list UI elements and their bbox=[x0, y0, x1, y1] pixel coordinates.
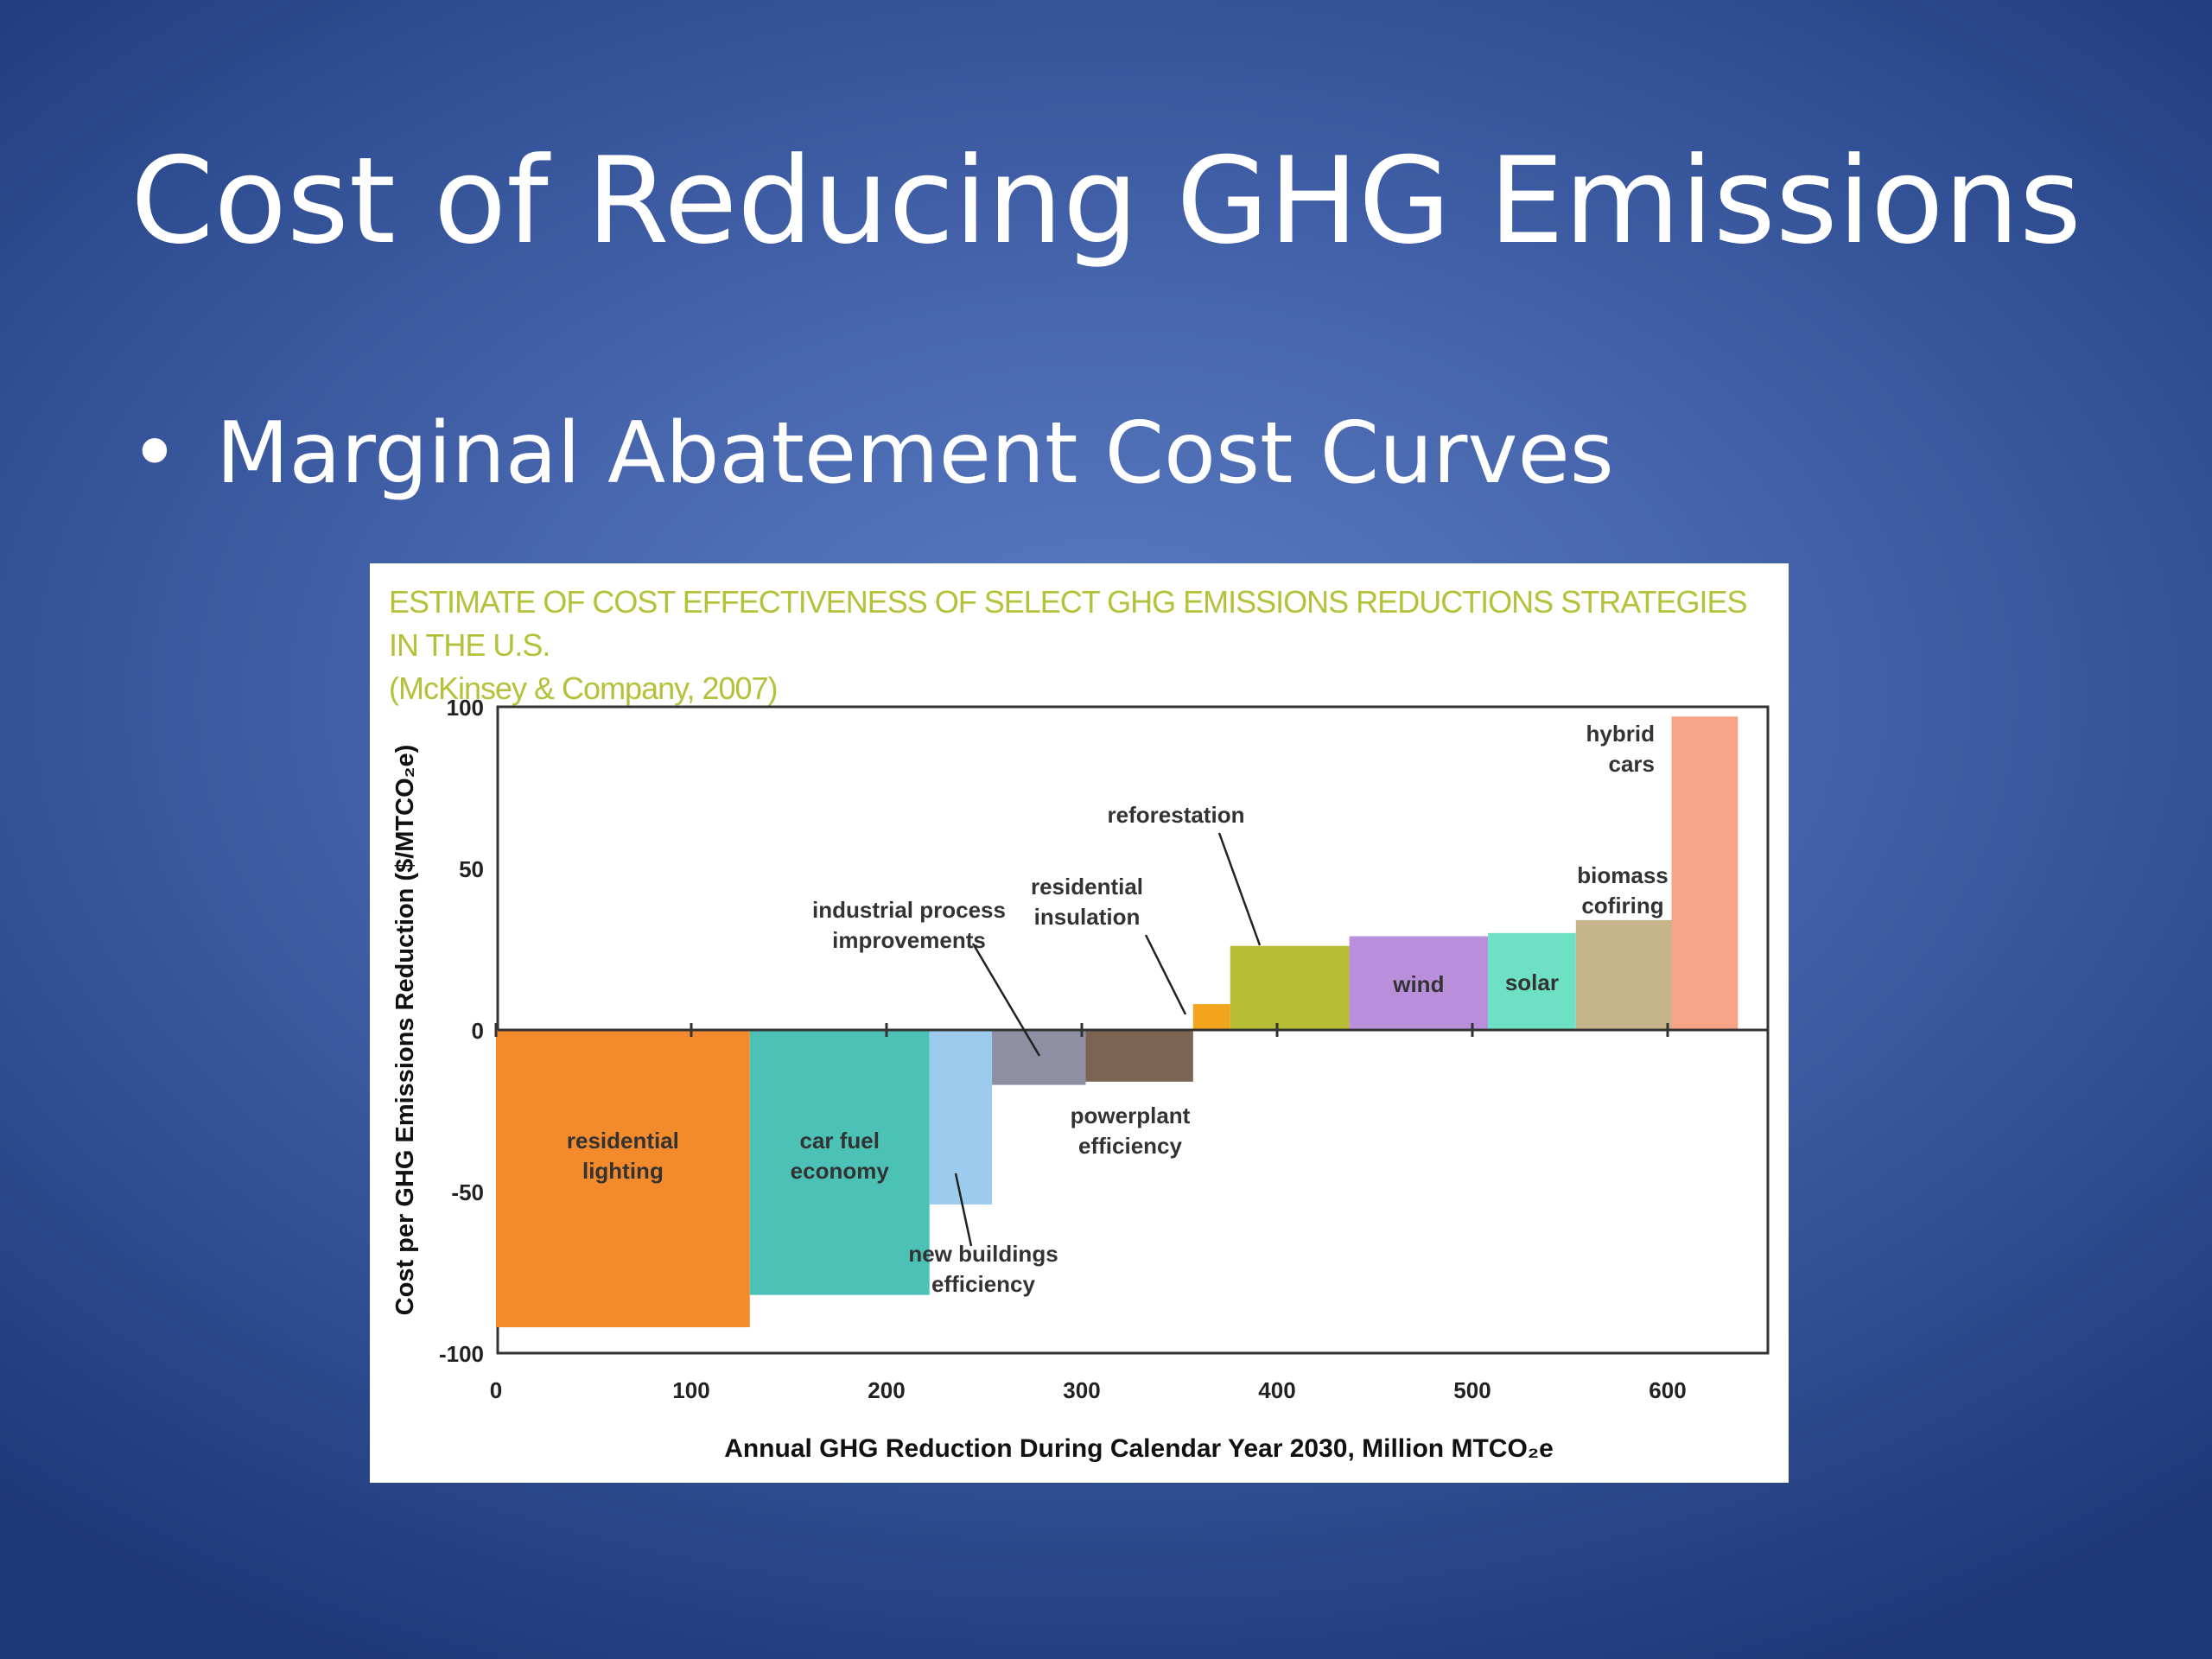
bar-label-wind: wind bbox=[1392, 971, 1444, 997]
bar-label-hybrid-cars: hybrid cars bbox=[1586, 721, 1655, 777]
x-tick-label: 200 bbox=[868, 1377, 905, 1403]
y-tick-label: 0 bbox=[472, 1018, 484, 1044]
mac-curve-chart: residential lighting car fuel economy new bu… bbox=[391, 695, 1770, 1463]
bar-label-new-buildings-efficiency: new buildings efficiency bbox=[908, 1241, 1058, 1297]
bar-residential-lighting bbox=[496, 1030, 750, 1328]
leader-line-residential-insulation bbox=[1144, 934, 1187, 1015]
y-tick-label: 100 bbox=[447, 695, 484, 721]
chart-caption-source: (McKinsey & Company, 2007) bbox=[389, 671, 779, 706]
y-tick-label: -100 bbox=[439, 1341, 484, 1367]
bar-hybrid-cars bbox=[1671, 716, 1738, 1030]
x-tick-label: 0 bbox=[490, 1377, 502, 1403]
bar-powerplant-efficiency bbox=[1085, 1030, 1193, 1082]
x-tick-label: 600 bbox=[1649, 1377, 1686, 1403]
leader-line-new-buildings-efficiency bbox=[954, 1173, 973, 1247]
bullet-item: • Marginal Abatement Cost Curves bbox=[130, 404, 1614, 503]
bar-reforestation bbox=[1230, 945, 1350, 1030]
bar-new-buildings-efficiency bbox=[929, 1030, 993, 1205]
slide-title: Cost of Reducing GHG Emissions bbox=[130, 131, 2082, 270]
bar-residential-insulation bbox=[1192, 1004, 1230, 1030]
bar-label-biomass-cofiring: biomass cofiring bbox=[1577, 862, 1669, 918]
chart-caption-line1: ESTIMATE OF COST EFFECTIVENESS OF SELECT… bbox=[389, 584, 1748, 663]
x-tick-label: 500 bbox=[1453, 1377, 1491, 1403]
x-tick-label: 400 bbox=[1258, 1377, 1295, 1403]
bar-industrial-process-improvements bbox=[992, 1030, 1086, 1085]
chart-caption: ESTIMATE OF COST EFFECTIVENESS OF SELECT… bbox=[389, 581, 1771, 710]
bar-label-residential-insulation: residential insulation bbox=[1031, 874, 1143, 930]
chart-figure: ESTIMATE OF COST EFFECTIVENESS OF SELECT… bbox=[370, 563, 1789, 1483]
bar-biomass-cofiring bbox=[1575, 919, 1672, 1030]
bullet-text: Marginal Abatement Cost Curves bbox=[216, 404, 1614, 503]
x-tick-label: 300 bbox=[1063, 1377, 1100, 1403]
bar-wind bbox=[1349, 936, 1489, 1030]
x-tick-label: 100 bbox=[672, 1377, 709, 1403]
bullet-icon: • bbox=[130, 404, 180, 503]
bar-label-car-fuel-economy: car fuel economy bbox=[791, 1128, 890, 1184]
y-tick-label: 50 bbox=[459, 856, 484, 882]
x-axis-label: Annual GHG Reduction During Calendar Yea… bbox=[724, 1434, 1554, 1463]
bar-label-solar: solar bbox=[1505, 969, 1559, 995]
bar-label-residential-lighting: residential lighting bbox=[567, 1128, 679, 1184]
bar-car-fuel-economy bbox=[749, 1030, 930, 1295]
bar-solar bbox=[1488, 932, 1576, 1030]
y-tick-label: -50 bbox=[451, 1179, 484, 1205]
bar-label-reforestation: reforestation bbox=[1108, 802, 1245, 828]
bar-label-industrial-process-improvements: industrial process improvements bbox=[812, 897, 1006, 953]
bar-label-powerplant-efficiency: powerplant efficiency bbox=[1071, 1103, 1191, 1159]
leader-line-industrial-process-improvements bbox=[971, 943, 1041, 1057]
leader-line-reforestation bbox=[1217, 832, 1262, 946]
y-axis-label: Cost per GHG Emissions Reduction ($/MTCO… bbox=[391, 745, 419, 1316]
